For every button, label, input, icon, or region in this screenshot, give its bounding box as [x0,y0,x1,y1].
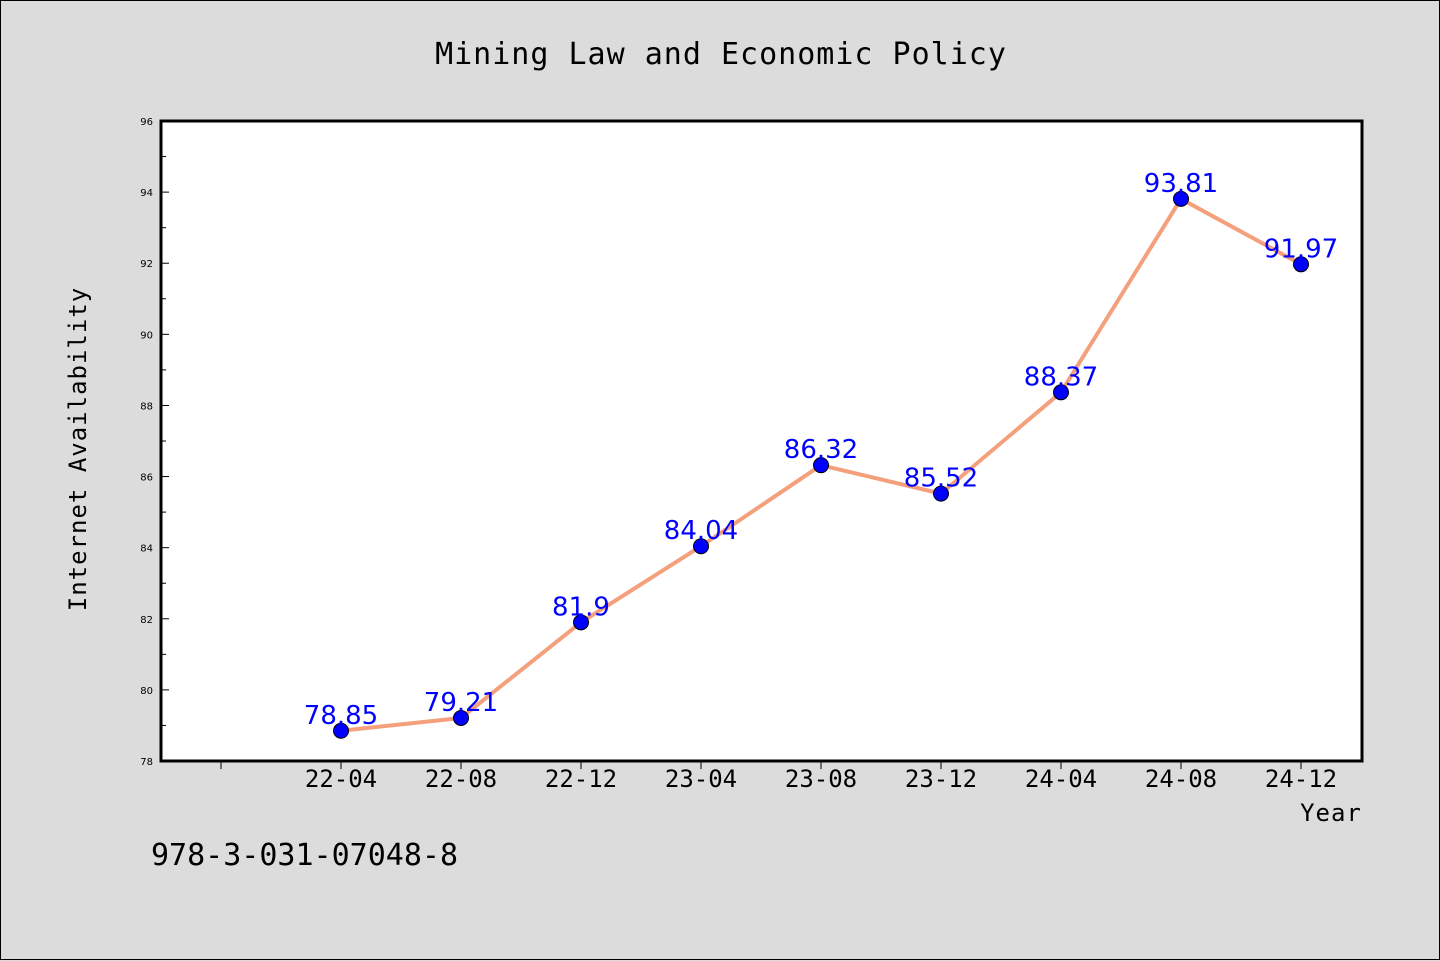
data-label: 79.21 [424,688,498,718]
data-label: 81.9 [552,592,610,622]
data-point [333,722,349,739]
data-point [1173,190,1189,207]
data-point [573,614,589,631]
y-tick-label: 84 [140,544,153,555]
data-point [1053,384,1069,401]
data-point [453,709,469,726]
x-tick-label: 23-08 [785,765,857,793]
x-axis-label: Year [1300,799,1362,827]
chart-title: Mining Law and Economic Policy [435,37,1007,72]
data-label: 85.52 [904,464,978,494]
y-tick-label: 96 [140,117,153,128]
x-tick-label: 24-12 [1265,765,1337,793]
data-point [933,485,949,502]
footnote-isbn: 978-3-031-07048-8 [151,838,458,873]
data-label: 86.32 [784,435,858,465]
data-label: 91.97 [1264,234,1338,264]
data-label: 88.37 [1024,362,1098,392]
markers-group [333,190,1309,739]
x-tick-label: 24-08 [1145,765,1217,793]
data-point [693,538,709,555]
x-tick-label: 22-08 [425,765,497,793]
data-label: 93.81 [1144,169,1218,199]
y-tick-label: 92 [140,259,153,270]
plot-area [159,119,1364,763]
x-axis: 22-04 22-08 22-12 23-04 23-08 23-12 24-04 24-08… [220,761,1337,793]
x-tick-label: 24-04 [1025,765,1097,793]
y-tick-label: 94 [140,188,153,199]
x-tick-label: 22-12 [545,765,617,793]
data-labels-group: 78.85 79.21 81.9 84.04 86.32 85.52 88.37 93.81 9… [304,169,1338,731]
y-tick-label: 80 [140,686,153,697]
x-tick-label: 23-04 [665,765,737,793]
data-label: 78.85 [304,701,378,731]
data-point [813,457,829,474]
data-point [1293,256,1309,273]
y-tick-label: 86 [140,473,153,484]
x-tick-label: 23-12 [905,765,977,793]
y-axis: 78 80 82 84 86 88 90 92 94 96 [140,117,169,768]
y-tick-label: 90 [140,330,153,341]
data-label: 84.04 [664,516,738,546]
y-axis-label: Internet Availability [64,287,92,611]
y-tick-label: 88 [140,401,153,412]
y-tick-label: 78 [140,757,153,768]
x-tick-label: 22-04 [305,765,377,793]
y-tick-label: 82 [140,615,153,626]
